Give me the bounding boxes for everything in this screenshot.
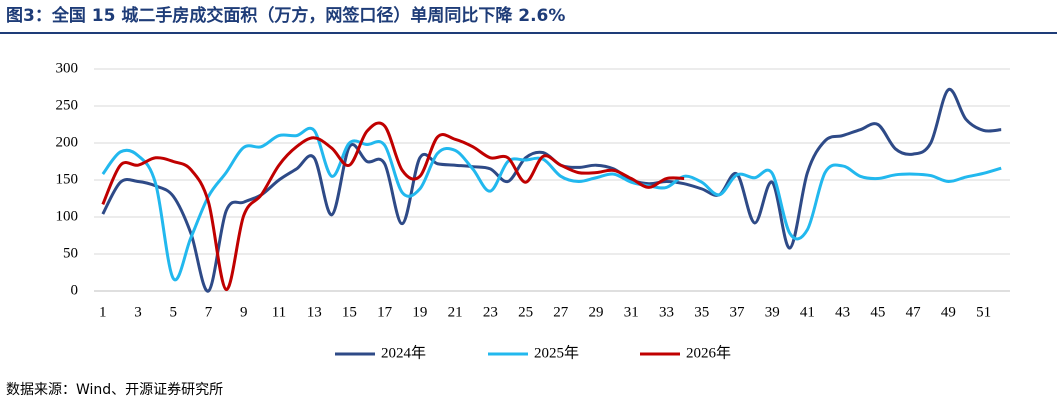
y-tick-label: 100 [56, 208, 79, 224]
x-tick-label: 45 [870, 304, 885, 320]
x-tick-label: 25 [518, 304, 533, 320]
x-tick-label: 49 [941, 304, 956, 320]
line-series [101, 88, 1002, 293]
x-tick-label: 17 [377, 304, 393, 320]
legend-label: 2026年 [686, 344, 731, 361]
x-tick-label: 11 [272, 304, 286, 320]
line-series [101, 126, 1002, 282]
legend-label: 2024年 [381, 344, 426, 361]
legend-label: 2025年 [534, 344, 579, 361]
x-tick-label: 37 [729, 304, 745, 320]
x-tick-label: 27 [553, 304, 569, 320]
x-tick-label: 9 [240, 304, 248, 320]
y-tick-label: 250 [56, 97, 79, 113]
x-tick-label: 47 [906, 304, 922, 320]
x-tick-label: 3 [134, 304, 142, 320]
y-tick-label: 50 [63, 245, 78, 261]
x-tick-label: 19 [412, 304, 427, 320]
y-tick-label: 300 [56, 60, 79, 76]
y-tick-label: 0 [71, 282, 79, 298]
y-tick-label: 200 [56, 134, 79, 150]
x-tick-label: 51 [976, 304, 991, 320]
x-tick-label: 15 [342, 304, 357, 320]
title-rule [0, 32, 1057, 34]
x-tick-label: 5 [170, 304, 178, 320]
x-tick-label: 21 [448, 304, 463, 320]
x-tick-label: 1 [99, 304, 107, 320]
x-tick-label: 31 [624, 304, 639, 320]
x-tick-label: 35 [694, 304, 709, 320]
line-series [101, 121, 685, 292]
x-tick-label: 43 [835, 304, 850, 320]
source: 数据来源：Wind、开源证券研究所 [6, 382, 223, 398]
x-tick-label: 29 [589, 304, 604, 320]
x-tick-label: 33 [659, 304, 674, 320]
x-tick-label: 13 [307, 304, 322, 320]
x-tick-label: 39 [765, 304, 780, 320]
x-tick-label: 41 [800, 304, 815, 320]
chart-title: 图3：全国 15 城二手房成交面积（万方，网签口径）单周同比下降 2.6% [6, 5, 565, 26]
x-tick-label: 23 [483, 304, 498, 320]
x-tick-label: 7 [205, 304, 213, 320]
y-tick-label: 150 [56, 171, 79, 187]
